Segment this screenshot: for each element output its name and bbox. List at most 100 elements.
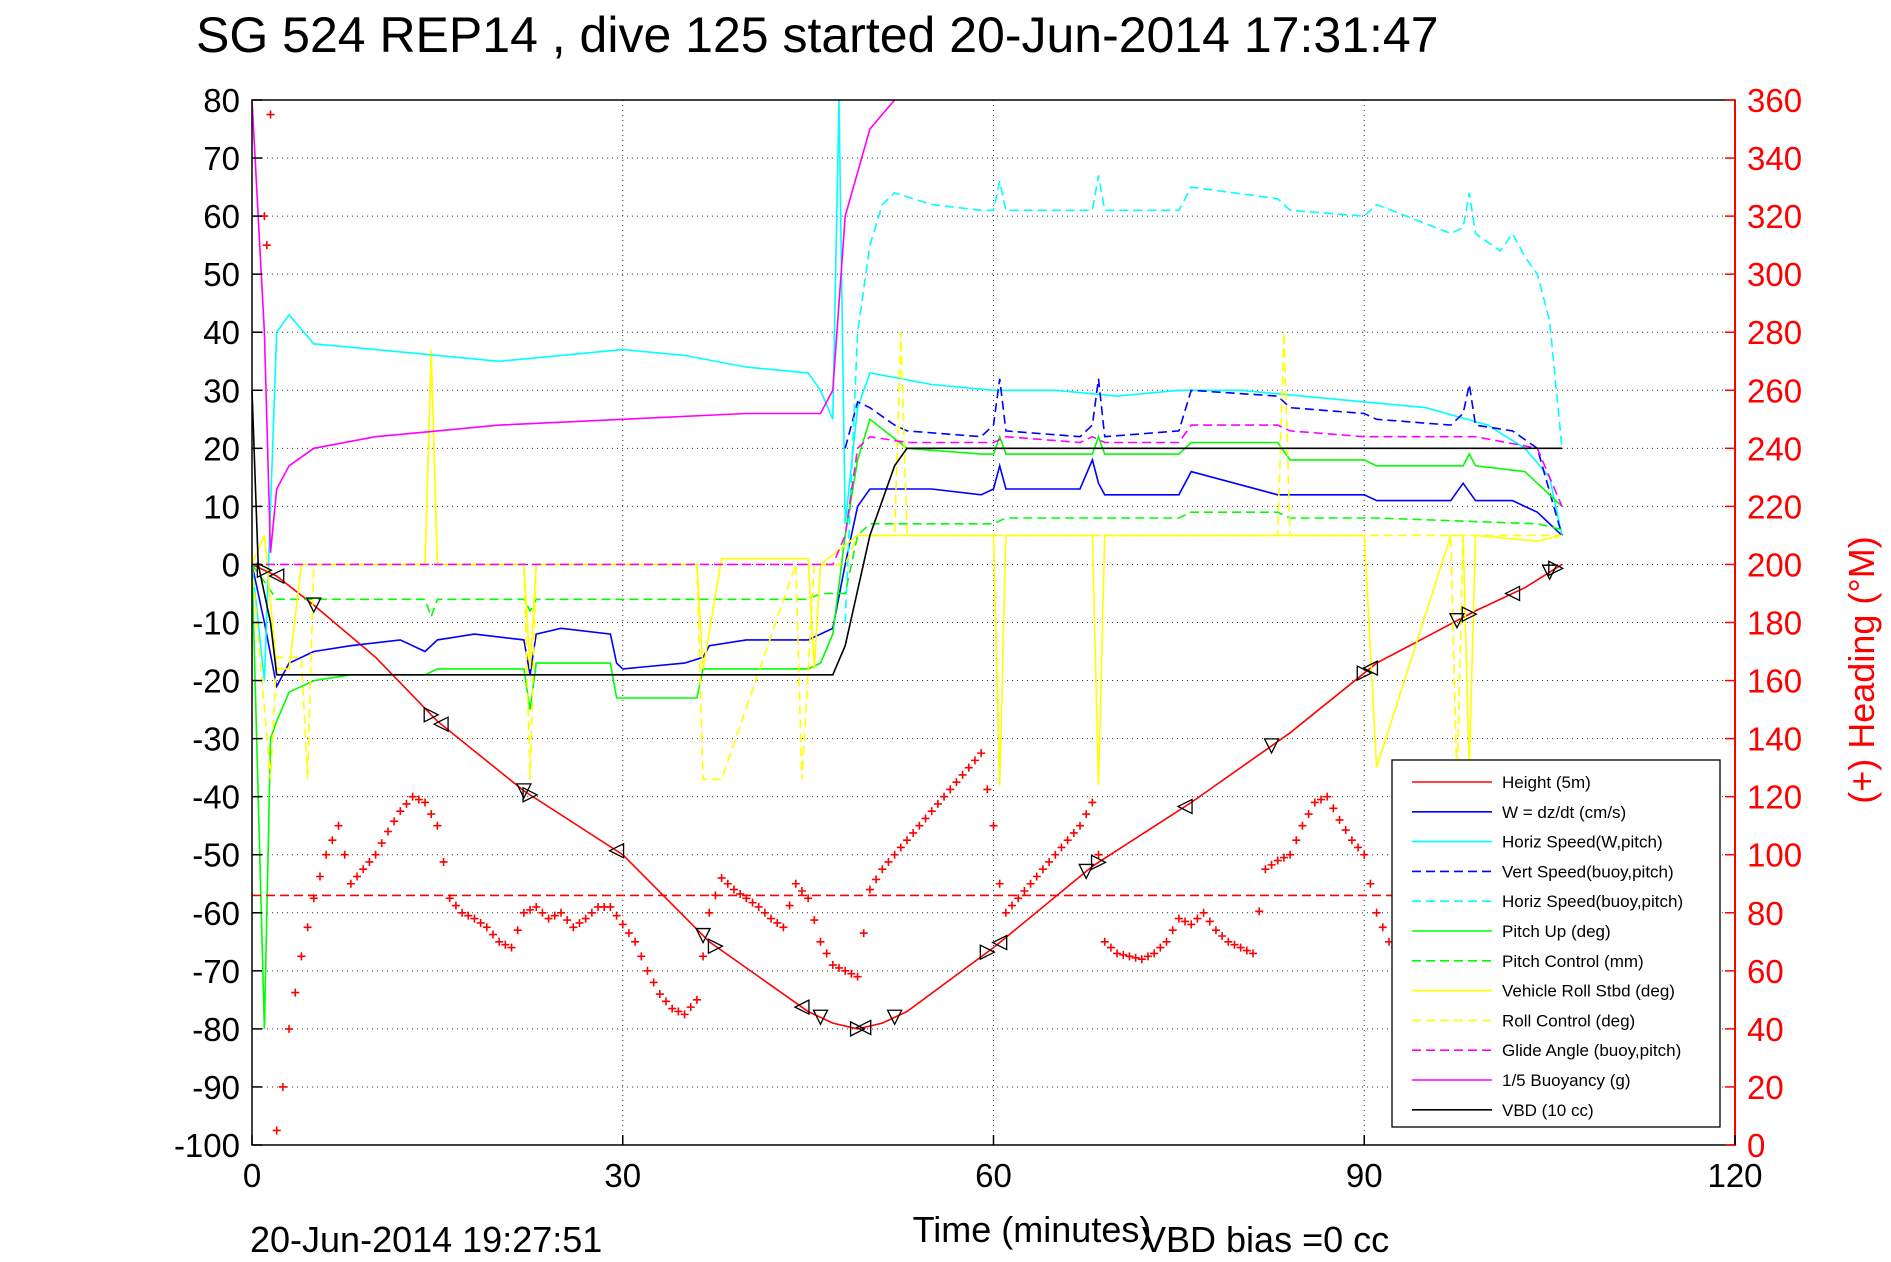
heading-point [489, 931, 497, 939]
heading-point [316, 872, 324, 880]
heading-point [816, 938, 824, 946]
heading-point [402, 800, 410, 808]
series-line-3 [845, 379, 1562, 536]
heading-point [915, 822, 923, 830]
heading-point [971, 756, 979, 764]
heading-point [353, 872, 361, 880]
heading-point [1076, 822, 1084, 830]
right-tick-label: 360 [1747, 82, 1802, 119]
heading-point [736, 890, 744, 898]
heading-point [792, 880, 800, 888]
chart-title: SG 524 REP14 , dive 125 started 20-Jun-2… [196, 7, 1439, 63]
heading-point [891, 851, 899, 859]
heading-point [643, 967, 651, 975]
legend-label: 1/5 Buoyancy (g) [1502, 1071, 1631, 1090]
heading-point [1298, 822, 1306, 830]
heading-point [922, 814, 930, 822]
heading-point [903, 836, 911, 844]
heading-point [427, 810, 435, 818]
heading-point [650, 978, 658, 986]
right-tick-label: 300 [1747, 256, 1802, 293]
heading-point [952, 778, 960, 786]
heading-point [483, 923, 491, 931]
heading-point [773, 919, 781, 927]
heading-point [1107, 944, 1115, 952]
left-tick-label: -60 [192, 895, 240, 932]
heading-point [990, 822, 998, 830]
heading-point [1206, 917, 1214, 925]
left-tick-label: 70 [203, 140, 240, 177]
legend-label: VBD (10 cc) [1502, 1101, 1594, 1120]
heading-point [1125, 952, 1133, 960]
heading-point [1366, 880, 1374, 888]
heading-point [1045, 858, 1053, 866]
left-tick-label: -70 [192, 953, 240, 990]
heading-point [396, 807, 404, 815]
plot-series [252, 100, 1563, 1134]
heading-point [1002, 909, 1010, 917]
heading-point [1132, 954, 1140, 962]
left-y-axis: 80 70 60 50 40 30 20 10 0 -10 -20 -30 -40 -50 -60 -70 -8… [174, 82, 262, 1164]
heading-point [1064, 836, 1072, 844]
heading-point [322, 851, 330, 859]
heading-point [996, 880, 1004, 888]
right-tick-label: 240 [1747, 430, 1802, 467]
heading-point [687, 1003, 695, 1011]
right-tick-label: 80 [1747, 895, 1784, 932]
heading-point [538, 909, 546, 917]
heading-point [1354, 843, 1362, 851]
right-tick-label: 340 [1747, 140, 1802, 177]
heading-point [1101, 938, 1109, 946]
right-tick-label: 280 [1747, 314, 1802, 351]
heading-point [693, 996, 701, 1004]
legend-label: Pitch Control (mm) [1502, 952, 1644, 971]
right-y-axis-label: (+) Heading (°M) [1841, 536, 1882, 803]
right-tick-label: 220 [1747, 488, 1802, 525]
heading-point [514, 926, 522, 934]
heading-point [749, 899, 757, 907]
heading-point [1218, 932, 1226, 940]
heading-point [699, 952, 707, 960]
heading-point [384, 828, 392, 836]
heading-point [724, 880, 732, 888]
heading-point [946, 785, 954, 793]
heading-point [798, 887, 806, 895]
heading-point [940, 793, 948, 801]
heading-point [1212, 926, 1220, 934]
legend-label: Vehicle Roll Stbd (deg) [1502, 982, 1675, 1001]
series-line-10 [252, 100, 895, 553]
left-tick-label: -80 [192, 1011, 240, 1048]
heading-point [365, 858, 373, 866]
left-tick-label: -50 [192, 837, 240, 874]
heading-point [452, 902, 460, 910]
heading-point [718, 874, 726, 882]
left-tick-label: 50 [203, 256, 240, 293]
heading-point [786, 902, 794, 910]
heading-point [1360, 851, 1368, 859]
heading-point [347, 880, 355, 888]
heading-point [1033, 872, 1041, 880]
left-tick-label: 40 [203, 314, 240, 351]
heading-point [606, 903, 614, 911]
heading-point [1113, 949, 1121, 957]
heading-point [1379, 923, 1387, 931]
right-tick-label: 100 [1747, 837, 1802, 874]
legend-label: Vert Speed(buoy,pitch) [1502, 862, 1674, 881]
heading-point [1039, 865, 1047, 873]
vbd-bias-footer: VBD bias =0 cc [1142, 1219, 1389, 1260]
heading-point [1329, 804, 1337, 812]
right-tick-label: 140 [1747, 721, 1802, 758]
left-tick-label: -100 [174, 1127, 240, 1164]
heading-point [823, 949, 831, 957]
left-tick-label: -40 [192, 779, 240, 816]
heading-point [1292, 836, 1300, 844]
heading-point [335, 822, 343, 830]
heading-point [440, 858, 448, 866]
heading-point [279, 1083, 287, 1091]
heading-point [810, 916, 818, 924]
heading-point [779, 923, 787, 931]
x-axis: 0 30 60 90 120 [243, 1135, 1763, 1194]
heading-point [1082, 810, 1090, 818]
right-tick-label: 120 [1747, 779, 1802, 816]
